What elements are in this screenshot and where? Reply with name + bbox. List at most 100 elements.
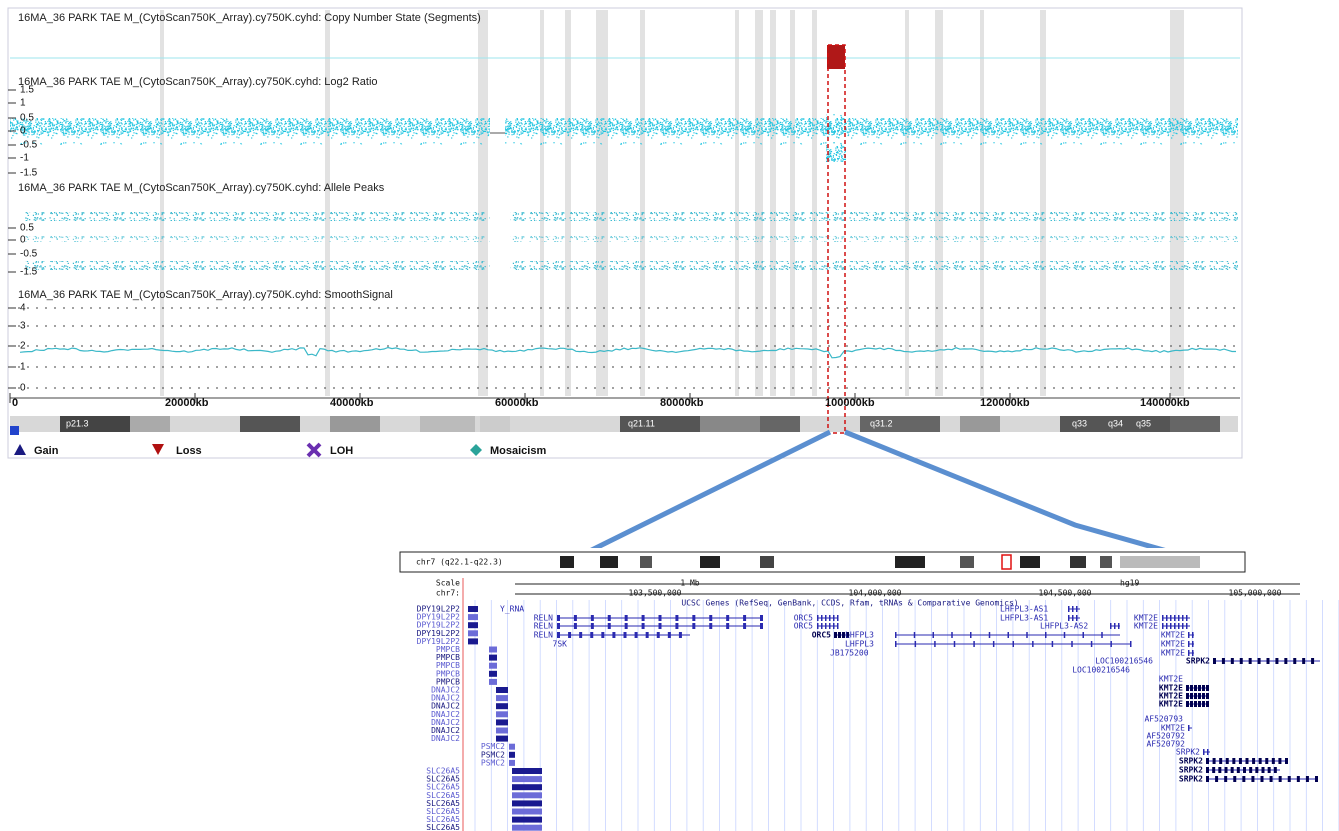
ideogram-label: chr7 (q22.1-q22.3) <box>416 558 503 567</box>
exon <box>1249 767 1253 773</box>
exon <box>590 623 594 629</box>
exon <box>675 615 679 621</box>
stripe <box>1040 10 1046 396</box>
track-label: DPY19L2P2 <box>417 613 461 622</box>
allele-row <box>25 212 490 221</box>
exon <box>1188 725 1190 731</box>
gene-block <box>496 711 508 718</box>
exon <box>1082 632 1084 638</box>
track-label: SLC26A5 <box>426 807 460 816</box>
gene-block <box>468 630 478 637</box>
gene-block <box>512 784 542 791</box>
gene-block <box>512 808 542 815</box>
gene-block <box>489 646 497 653</box>
x-tick-label: 120000kb <box>980 397 1030 409</box>
exon <box>1293 658 1297 664</box>
exon <box>1118 623 1120 629</box>
gene-block <box>468 614 478 621</box>
guide-lines <box>474 600 1339 831</box>
exon <box>726 615 730 621</box>
exon <box>1190 685 1193 691</box>
exon <box>1218 767 1222 773</box>
stripe <box>596 10 608 396</box>
track-label: DNAJC2 <box>431 702 460 711</box>
track-label: SLC26A5 <box>426 783 460 792</box>
gene-label: KMT2E <box>1159 684 1183 693</box>
exon <box>834 632 837 638</box>
exon <box>1130 641 1132 647</box>
exon <box>1266 658 1270 664</box>
allele-row <box>25 236 490 242</box>
exon <box>1188 641 1190 647</box>
loh-icon <box>306 442 322 458</box>
track-label: PMPCB <box>436 653 460 662</box>
band <box>760 416 800 432</box>
exon <box>1076 615 1078 621</box>
gene-label: SRPK2 <box>1179 757 1203 766</box>
chrom-band <box>560 556 574 568</box>
exon <box>601 632 605 638</box>
exon <box>1170 623 1172 629</box>
y-tick-label: 0 <box>20 235 26 246</box>
exon <box>623 632 627 638</box>
exon <box>1269 776 1273 782</box>
gene-block <box>489 654 497 661</box>
track-label: SLC26A5 <box>426 775 460 784</box>
exon <box>1198 693 1201 699</box>
exon <box>1248 658 1252 664</box>
exon <box>825 615 827 621</box>
gene-block <box>496 703 508 710</box>
exon <box>1110 641 1112 647</box>
gene-label: KMT2E <box>1159 692 1183 701</box>
band-label: q33 <box>1072 418 1087 428</box>
exon <box>1194 693 1197 699</box>
track-label: DNAJC2 <box>431 686 460 695</box>
exon <box>1206 776 1209 782</box>
exon <box>1230 767 1234 773</box>
exon <box>1243 767 1246 773</box>
y-tick-label: -0.5 <box>20 140 38 151</box>
exon <box>1182 623 1184 629</box>
exon <box>1012 641 1014 647</box>
exon <box>1190 701 1193 707</box>
exon <box>1186 685 1189 691</box>
exon <box>825 623 827 629</box>
x-tick-label: 80000kb <box>660 397 704 409</box>
stripe <box>790 10 795 396</box>
exon <box>1261 767 1265 773</box>
exon <box>833 623 835 629</box>
dotted-lines <box>18 307 1240 389</box>
exon <box>1162 623 1164 629</box>
gene-label: KMT2E <box>1161 631 1185 640</box>
stripe <box>770 10 776 396</box>
exon <box>1071 641 1073 647</box>
exon <box>1068 606 1070 612</box>
chrom-band <box>640 556 652 568</box>
top-panel <box>7 7 1243 459</box>
selection-box <box>827 44 846 434</box>
gene-label: RELN <box>534 614 553 623</box>
band <box>480 416 510 432</box>
exon <box>557 632 560 638</box>
allele-row <box>510 236 1238 242</box>
position-label: 104,000,000 <box>849 589 902 598</box>
allele-row <box>510 261 1238 270</box>
exon <box>1192 641 1194 647</box>
gene-track <box>468 606 1320 831</box>
exon <box>675 623 679 629</box>
track-title: 16MA_36 PARK TAE M_(CytoScan750K_Array).… <box>18 289 393 301</box>
track-label: PSMC2 <box>481 750 505 759</box>
chrom-label: chr7: <box>436 589 460 598</box>
x-tick-label: 0 <box>12 397 18 409</box>
exon <box>1271 758 1275 764</box>
track-label: SLC26A5 <box>426 815 460 824</box>
band <box>960 416 1000 432</box>
stripe <box>325 10 330 396</box>
y-tick-label: 2 <box>20 341 26 352</box>
stripe <box>565 10 571 396</box>
gene-label: SRPK2 <box>1186 657 1210 666</box>
exon <box>1233 776 1237 782</box>
exon <box>1302 658 1306 664</box>
exon <box>658 623 662 629</box>
gene-label: ORC5 <box>794 614 813 623</box>
